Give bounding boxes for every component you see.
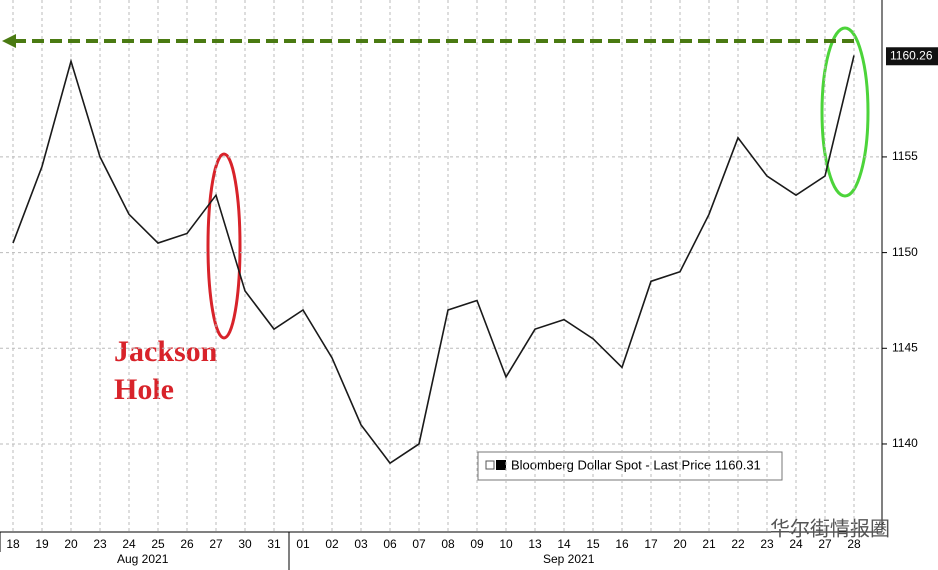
x-tick-label: 30: [238, 537, 252, 551]
x-tick-label: 03: [354, 537, 368, 551]
x-tick-label: 14: [557, 537, 571, 551]
x-tick-label: 10: [499, 537, 513, 551]
legend-toggle: [485, 460, 495, 470]
x-tick-label: 25: [151, 537, 165, 551]
x-tick-label: 09: [470, 537, 484, 551]
x-tick-label: 17: [644, 537, 658, 551]
month-label: Aug 2021: [117, 552, 169, 566]
x-tick-label: 26: [180, 537, 194, 551]
x-tick-label: 07: [412, 537, 426, 551]
highlight-ellipse: [206, 152, 242, 340]
x-tick-label: 28: [847, 537, 861, 551]
y-tick-label: 1145: [892, 340, 918, 354]
x-tick-label: 16: [615, 537, 629, 551]
last-price-box: [886, 47, 938, 66]
x-tick-label: 01: [296, 537, 310, 551]
x-tick-label: 22: [731, 537, 745, 551]
month-label: Sep 2021: [543, 552, 595, 566]
x-tick-label: 21: [702, 537, 716, 551]
x-tick-label: 20: [64, 537, 78, 551]
legend: [477, 451, 783, 481]
x-tick-label: 23: [93, 537, 107, 551]
x-tick-label: 24: [122, 537, 136, 551]
watermark: 华尔街情报圈: [770, 517, 890, 540]
x-tick-label: 18: [6, 537, 20, 551]
x-tick-label: 19: [35, 537, 49, 551]
last-price-label: 1160.26: [890, 48, 933, 62]
highlight-ellipse: [820, 26, 870, 198]
x-tick-label: 06: [383, 537, 397, 551]
legend-label: Bloomberg Dollar Spot - Last Price 1160.…: [511, 457, 761, 472]
x-tick-label: 13: [528, 537, 542, 551]
x-tick-label: 23: [760, 537, 774, 551]
series-line: [12, 55, 855, 465]
x-tick-label: 08: [441, 537, 455, 551]
x-tick-label: 20: [673, 537, 687, 551]
annotation: Jackson Hole: [114, 335, 225, 406]
y-tick-label: 1150: [892, 245, 918, 259]
x-tick-label: 31: [267, 537, 281, 551]
x-tick-label: 27: [818, 537, 832, 551]
x-tick-label: 15: [586, 537, 600, 551]
y-tick-label: 1140: [892, 436, 918, 450]
arrow-head: [2, 34, 16, 48]
x-tick-label: 27: [209, 537, 223, 551]
x-tick-label: 02: [325, 537, 339, 551]
legend-swatch: [496, 460, 506, 470]
y-tick-label: 1155: [892, 149, 918, 163]
x-tick-label: 24: [789, 537, 803, 551]
